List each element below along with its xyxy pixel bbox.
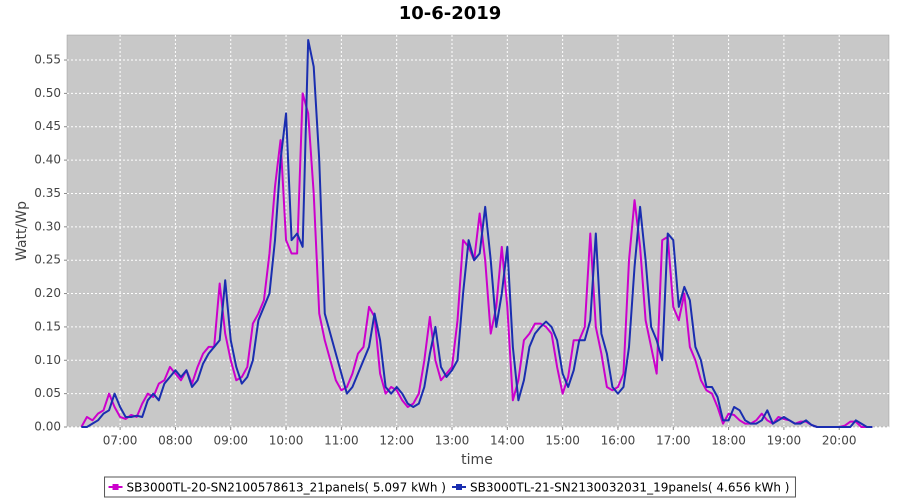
x-tick-label: 09:00 [213,434,248,448]
x-axis-label: time [461,452,493,468]
y-tick-label: 0.20 [34,286,61,300]
y-tick-label: 0.25 [34,253,61,267]
y-tick-label: 0.10 [34,353,61,367]
x-tick-label: 17:00 [656,434,691,448]
y-tick-label: 0.30 [34,219,61,233]
x-tick-label: 10:00 [269,434,304,448]
y-tick-label: 0.00 [34,420,61,434]
x-tick-label: 15:00 [545,434,580,448]
y-tick-label: 0.15 [34,319,61,333]
x-tick-label: 13:00 [435,434,470,448]
legend-marker [456,484,462,490]
lines [80,39,873,428]
legend-box [104,476,796,498]
y-axis-label: Watt/Wp [14,201,30,261]
y-tick-label: 0.40 [34,153,61,167]
x-tick-label: 20:00 [822,434,857,448]
y-tick-label: 0.50 [34,86,61,100]
y-tick-label: 0.45 [34,119,61,133]
x-tick-label: 08:00 [158,434,193,448]
legend: SB3000TL-20-SN2100578613_21panels( 5.097… [104,476,796,498]
y-tick-label: 0.55 [34,53,61,67]
y-tick-label: 0.35 [34,186,61,200]
legend-label: SB3000TL-20-SN2100578613_21panels( 5.097… [127,481,446,495]
x-tick-label: 16:00 [601,434,636,448]
legend-marker [112,484,119,490]
x-tick-label: 19:00 [767,434,802,448]
x-tick-label: 18:00 [711,434,746,448]
y-tick-label: 0.05 [34,386,61,400]
x-tick-label: 07:00 [103,434,138,448]
x-tick-label: 11:00 [324,434,359,448]
legend-label: SB3000TL-21-SN2130032031_19panels( 4.656… [470,481,789,495]
x-tick-label: 12:00 [379,434,414,448]
x-tick-label: 14:00 [490,434,525,448]
series-line [81,39,873,428]
chart-title: 10-6-2019 [399,3,502,24]
